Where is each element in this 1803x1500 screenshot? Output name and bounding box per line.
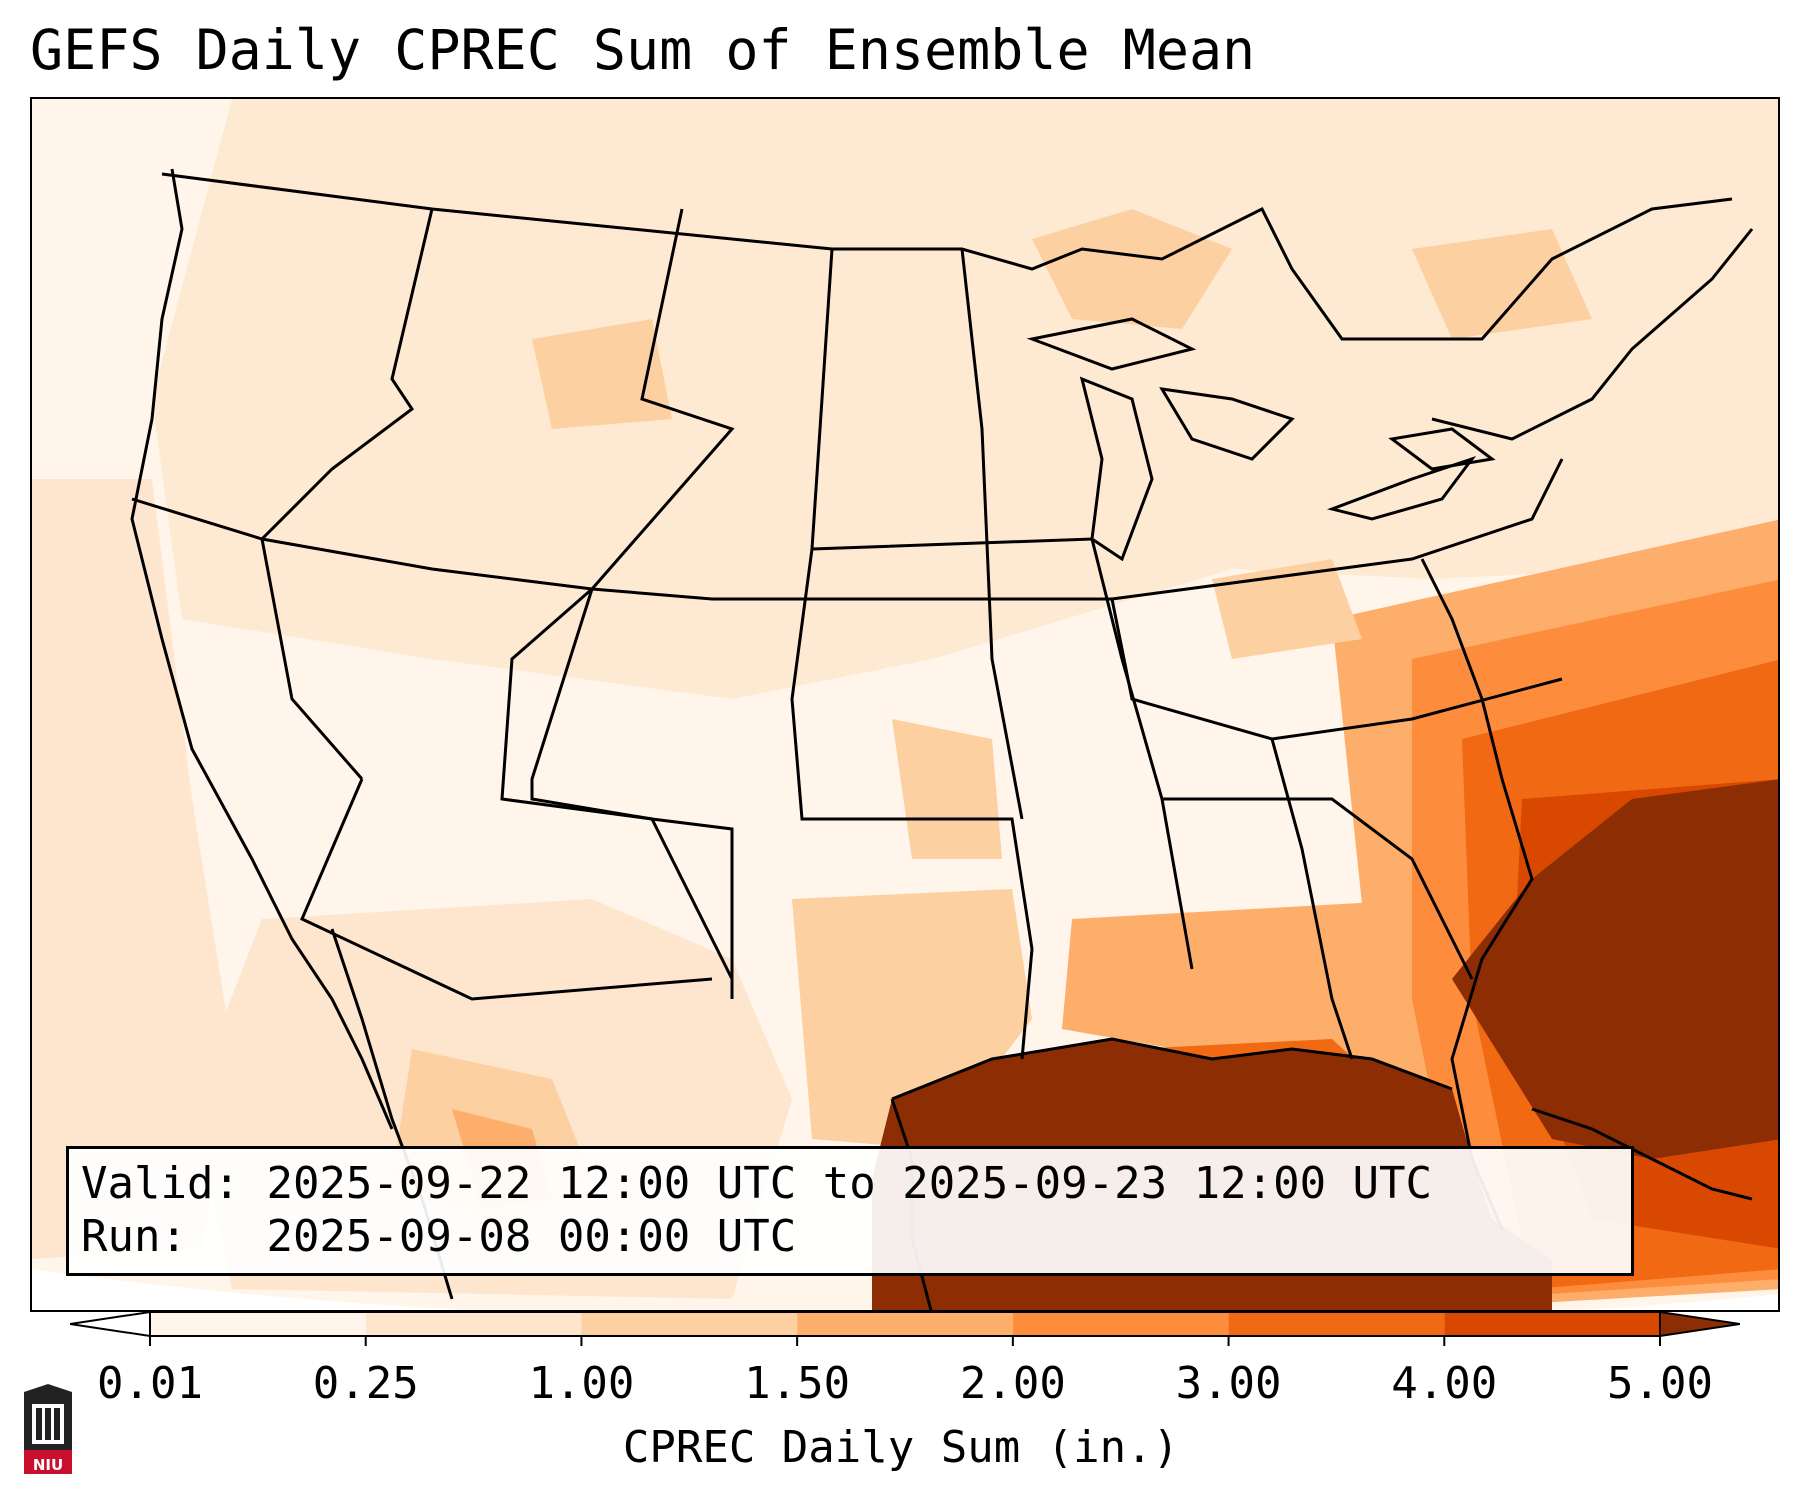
colorbar-segment xyxy=(365,1312,582,1336)
map-canvas xyxy=(32,99,1778,1310)
colorbar-segment xyxy=(797,1312,1013,1336)
precip-map xyxy=(30,97,1780,1312)
northern-band xyxy=(152,99,1778,699)
colorbar-segment xyxy=(1012,1312,1229,1336)
colorbar-tick-label: 2.00 xyxy=(959,1358,1066,1409)
colorbar-tick-label: 5.00 xyxy=(1607,1358,1713,1409)
colorbar-segment xyxy=(1444,1312,1660,1336)
colorbar-tick-label: 0.01 xyxy=(97,1358,203,1409)
colorbar-label: CPREC Daily Sum (in.) xyxy=(622,1422,1180,1473)
colorbar xyxy=(70,1310,1740,1346)
colorbar-segment xyxy=(150,1312,366,1336)
logo-text: NIU xyxy=(32,1456,64,1474)
niu-logo: NIU xyxy=(20,1382,76,1478)
colorbar-segment xyxy=(1228,1312,1445,1336)
validity-info-box: Valid: 2025-09-22 12:00 UTC to 2025-09-2… xyxy=(66,1146,1634,1276)
state-boundaries xyxy=(131,172,1733,1060)
coastlines xyxy=(130,168,1754,1310)
run-line: Run: 2025-09-08 00:00 UTC xyxy=(81,1210,1619,1263)
valid-line: Valid: 2025-09-22 12:00 UTC to 2025-09-2… xyxy=(81,1157,1619,1210)
colorbar-over-extension xyxy=(1659,1310,1740,1338)
map-title: GEFS Daily CPREC Sum of Ensemble Mean xyxy=(30,18,1256,82)
colorbar-segment xyxy=(581,1312,798,1336)
valid-label: Valid: xyxy=(81,1158,240,1209)
colorbar-under-extension xyxy=(70,1310,151,1338)
colorbar-tick-label: 3.00 xyxy=(1175,1358,1282,1409)
colorbar-tick-label: 4.00 xyxy=(1391,1358,1498,1409)
colorbar-tick-label: 1.00 xyxy=(528,1358,635,1409)
colorbar-tick-label: 1.50 xyxy=(744,1358,851,1409)
run-value: 2025-09-08 00:00 UTC xyxy=(266,1211,797,1262)
colorbar-tick-label: 0.25 xyxy=(312,1358,419,1409)
valid-value: 2025-09-22 12:00 UTC to 2025-09-23 12:00… xyxy=(266,1158,1433,1209)
run-label: Run: xyxy=(81,1211,240,1262)
